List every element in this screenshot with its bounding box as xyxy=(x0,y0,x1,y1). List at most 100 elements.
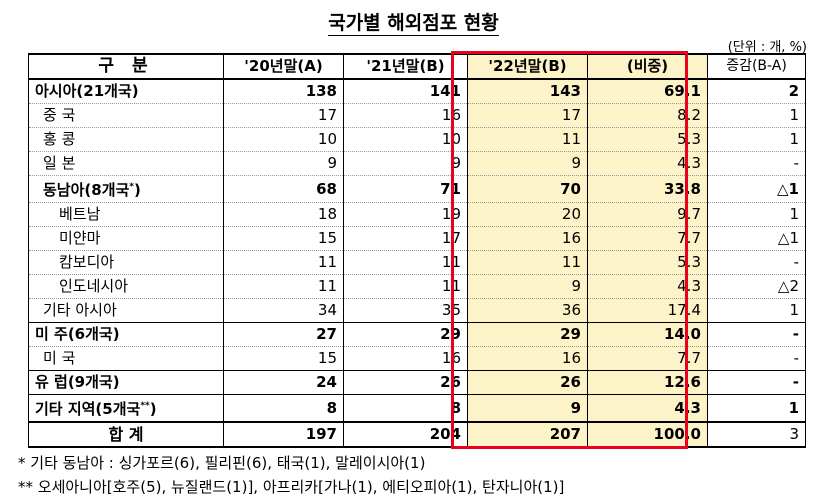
table-row: 일 본 9 9 9 4.3- xyxy=(28,151,806,176)
value-2021: 8 xyxy=(343,394,468,423)
row-label-text: 미얀마 xyxy=(59,229,101,247)
value-2020: 34 xyxy=(223,298,344,323)
value-2022: 26 xyxy=(467,370,588,395)
row-label: 유 럽(9개국) xyxy=(28,370,224,395)
row-label-text: 미 주(6개국) xyxy=(35,325,120,343)
value-2020: 11 xyxy=(223,250,344,275)
row-label: 합 계 xyxy=(28,421,224,448)
value-change: - xyxy=(707,151,806,176)
value-2022: 16 xyxy=(467,226,588,251)
table-row: 캄보디아 11 11 11 5.3- xyxy=(28,250,806,275)
value-2021: 204 xyxy=(343,421,468,448)
row-label: 일 본 xyxy=(28,151,224,176)
value-change: 2 xyxy=(707,78,806,104)
value-2020: 197 xyxy=(223,421,344,448)
value-2021: 26 xyxy=(343,370,468,395)
row-label-text: 캄보디아 xyxy=(59,253,115,271)
row-label: 미얀마 xyxy=(28,226,224,251)
value-change: △1 xyxy=(707,226,806,251)
table-row: 미 국 15 16 16 7.7- xyxy=(28,346,806,371)
value-change: 1 xyxy=(707,202,806,227)
value-change: 1 xyxy=(707,127,806,152)
table-row: 기타 아시아 34 35 36 17.4 1 xyxy=(28,298,806,323)
value-2020: 138 xyxy=(223,78,344,104)
value-2021: 16 xyxy=(343,346,468,371)
table-row: 합 계 197 204 207 100.0 3 xyxy=(28,421,806,448)
value-share: 33.8 xyxy=(587,175,708,203)
value-change: △1 xyxy=(707,175,806,203)
value-2022: 29 xyxy=(467,322,588,347)
value-2020: 15 xyxy=(223,346,344,371)
value-share: 4.3 xyxy=(587,274,708,299)
value-share: 14.0 xyxy=(587,322,708,347)
value-share: 69.1 xyxy=(587,78,708,104)
value-2022: 11 xyxy=(467,127,588,152)
row-label-text: 미 국 xyxy=(43,349,76,367)
value-change: 1 xyxy=(707,103,806,128)
table-row: 베트남 18 19 20 9.7 1 xyxy=(28,202,806,227)
footnote-2: ** 오세아니아[호주(5), 뉴질랜드(1)], 아프리카[가나(1), 에티… xyxy=(18,478,565,496)
row-label-text: 유 럽(9개국) xyxy=(35,373,120,391)
value-2020: 24 xyxy=(223,370,344,395)
unit-label: (단위 : 개, %) xyxy=(727,40,807,55)
value-2021: 11 xyxy=(343,250,468,275)
value-2022: 207 xyxy=(467,421,588,448)
overseas-branch-table: 구 분 '20년말(A) '21년말(B) '22년말(B) (비중) 증감(B… xyxy=(28,53,806,448)
row-label-text: 아시아(21개국) xyxy=(35,82,139,100)
row-label: 동남아(8개국*) xyxy=(28,175,224,203)
value-2021: 29 xyxy=(343,322,468,347)
value-change: 1 xyxy=(707,394,806,423)
label-close-paren: ) xyxy=(149,400,157,418)
value-change: - xyxy=(707,346,806,371)
value-2020: 15 xyxy=(223,226,344,251)
value-share: 7.7 xyxy=(587,226,708,251)
value-change: - xyxy=(707,250,806,275)
value-2021: 71 xyxy=(343,175,468,203)
value-change: 1 xyxy=(707,298,806,323)
row-label-text: 중 국 xyxy=(43,106,76,124)
value-2021: 11 xyxy=(343,274,468,299)
row-label: 홍 콩 xyxy=(28,127,224,152)
value-share: 9.7 xyxy=(587,202,708,227)
table-row: 미얀마 15 17 16 7.7 △1 xyxy=(28,226,806,251)
row-label: 아시아(21개국) xyxy=(28,78,224,104)
row-label: 미 주(6개국) xyxy=(28,322,224,347)
row-label: 미 국 xyxy=(28,346,224,371)
value-2022: 36 xyxy=(467,298,588,323)
value-change: - xyxy=(707,322,806,347)
row-label: 기타 아시아 xyxy=(28,298,224,323)
table-row: 인도네시아 11 11 9 4.3 △2 xyxy=(28,274,806,299)
value-2022: 9 xyxy=(467,274,588,299)
value-2020: 27 xyxy=(223,322,344,347)
table-row: 동남아(8개국*) 68 71 70 33.8 △1 xyxy=(28,175,806,203)
value-share: 100.0 xyxy=(587,421,708,448)
header-2022: '22년말(B) xyxy=(467,53,588,80)
value-2022: 17 xyxy=(467,103,588,128)
value-2021: 9 xyxy=(343,151,468,176)
value-2020: 9 xyxy=(223,151,344,176)
value-2020: 17 xyxy=(223,103,344,128)
value-share: 8.2 xyxy=(587,103,708,128)
table-row: 아시아(21개국) 138 141 143 69.1 2 xyxy=(28,78,806,104)
value-share: 5.3 xyxy=(587,250,708,275)
row-label-text: 일 본 xyxy=(43,154,76,172)
table-row: 미 주(6개국) 27 29 29 14.0- xyxy=(28,322,806,347)
value-2020: 10 xyxy=(223,127,344,152)
table-row: 중 국 17 16 17 8.2 1 xyxy=(28,103,806,128)
value-2020: 8 xyxy=(223,394,344,423)
value-2021: 17 xyxy=(343,226,468,251)
table-row: 홍 콩 10 10 11 5.3 1 xyxy=(28,127,806,152)
value-2022: 9 xyxy=(467,151,588,176)
row-label-text: 기타 아시아 xyxy=(43,301,117,319)
value-share: 5.3 xyxy=(587,127,708,152)
footnote-marker: * xyxy=(129,182,135,192)
value-2020: 11 xyxy=(223,274,344,299)
value-share: 17.4 xyxy=(587,298,708,323)
header-share: (비중) xyxy=(587,53,708,80)
footnote-marker: ** xyxy=(140,401,150,411)
row-label-text: 합 계 xyxy=(108,425,144,444)
value-2022: 16 xyxy=(467,346,588,371)
header-row: 구 분 '20년말(A) '21년말(B) '22년말(B) (비중) 증감(B… xyxy=(28,53,806,80)
value-2021: 10 xyxy=(343,127,468,152)
label-close-paren: ) xyxy=(134,181,141,199)
